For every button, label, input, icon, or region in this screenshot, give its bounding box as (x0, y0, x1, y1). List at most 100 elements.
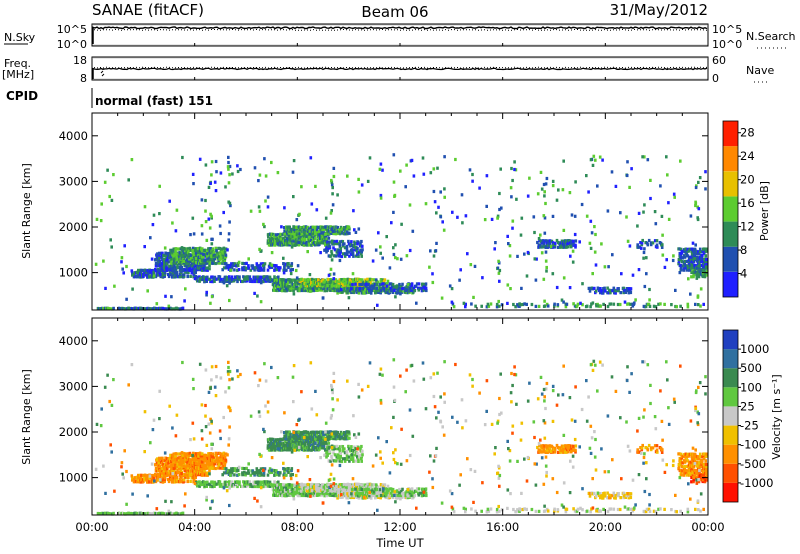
power-cell (413, 289, 417, 293)
power-cell (525, 302, 528, 306)
power-cell (702, 268, 706, 272)
power-cell (213, 275, 217, 279)
velocity-cell (163, 467, 167, 471)
power-cell (131, 287, 134, 291)
power-cell (412, 174, 416, 178)
power-cell (251, 264, 255, 268)
power-cell (198, 157, 202, 161)
velocity-cell (211, 452, 215, 456)
velocity-cell (207, 462, 210, 466)
power-cell (375, 282, 378, 287)
velocity-cell (270, 470, 274, 474)
power-cell (108, 194, 111, 199)
power-cell (432, 254, 436, 258)
power-cell (151, 269, 154, 273)
power-cell (288, 243, 292, 247)
power-cell (386, 286, 389, 290)
power-cell (174, 249, 177, 253)
velocity-cell (224, 452, 228, 456)
power-cell (227, 181, 231, 185)
power-cell (432, 189, 436, 194)
power-cell (498, 191, 501, 196)
power-cell (258, 264, 262, 268)
velocity-cell (203, 469, 206, 473)
power-cell (366, 277, 369, 281)
power-cell (470, 302, 473, 306)
power-cell (306, 289, 310, 293)
power-cell (268, 262, 272, 266)
power-cell (332, 272, 336, 276)
power-cell (170, 259, 173, 263)
power-cell (334, 284, 337, 288)
power-cell (337, 248, 341, 252)
power-cell (158, 253, 161, 257)
power-cell (590, 302, 593, 306)
power-cell (705, 247, 708, 251)
velocity-cell (224, 458, 228, 462)
power-cell (243, 262, 246, 266)
velocity-cell (231, 469, 235, 473)
velocity-cell (174, 456, 178, 460)
velocity-cell (290, 467, 294, 471)
power-cell (340, 278, 344, 282)
velocity-cell (314, 441, 317, 445)
velocity-cell (109, 512, 112, 516)
power-cell (661, 243, 664, 247)
power-cell (506, 283, 510, 287)
power-cell (212, 277, 215, 281)
freq-trace (91, 66, 709, 80)
power-cell (160, 268, 164, 272)
power-cell (125, 297, 128, 301)
power-cell (375, 289, 379, 293)
power-cell (543, 299, 546, 303)
power-cell (649, 243, 653, 247)
power-cell (330, 284, 334, 288)
power-cell (339, 280, 343, 284)
power-cell (442, 228, 446, 232)
power-cell (258, 173, 262, 177)
velocity-cell (306, 433, 310, 437)
power-cell (490, 217, 494, 221)
power-cell (684, 264, 688, 268)
power-cell (327, 236, 331, 240)
power-cell (308, 235, 312, 239)
power-cell (379, 245, 382, 249)
power-cell (516, 254, 519, 258)
power-cell (297, 243, 301, 247)
power-cell (229, 268, 232, 272)
velocity-cell (288, 448, 292, 452)
power-cell (434, 249, 438, 253)
power-cell (377, 290, 380, 294)
velocity-cell (213, 480, 217, 484)
power-cell (648, 304, 652, 308)
power-cell (523, 252, 526, 256)
power-cell (588, 241, 592, 245)
power-cell (206, 275, 209, 279)
power-cell (324, 248, 328, 252)
nsearch-dots (94, 29, 707, 31)
velocity-cell (273, 493, 277, 497)
velocity-cell (171, 512, 174, 516)
power-cell (519, 303, 522, 307)
power-cell (637, 268, 641, 272)
power-cell (279, 266, 282, 270)
power-cell (509, 287, 512, 291)
velocity-cell (303, 441, 307, 445)
power-cell (324, 232, 327, 236)
power-cell (261, 262, 265, 266)
power-cell (497, 271, 501, 275)
power-cell (645, 256, 648, 260)
velocity-cell (335, 432, 339, 437)
power-cell (290, 278, 294, 282)
power-cell (606, 286, 609, 290)
velocity-cell (322, 442, 325, 446)
power-cell (160, 255, 164, 259)
power-cell (422, 172, 426, 176)
power-cell (616, 302, 620, 307)
power-cell (640, 243, 644, 247)
power-cell (545, 176, 549, 181)
power-cell (306, 229, 310, 233)
power-cell (653, 239, 657, 243)
power-cell (619, 211, 622, 215)
power-cell (646, 158, 650, 162)
